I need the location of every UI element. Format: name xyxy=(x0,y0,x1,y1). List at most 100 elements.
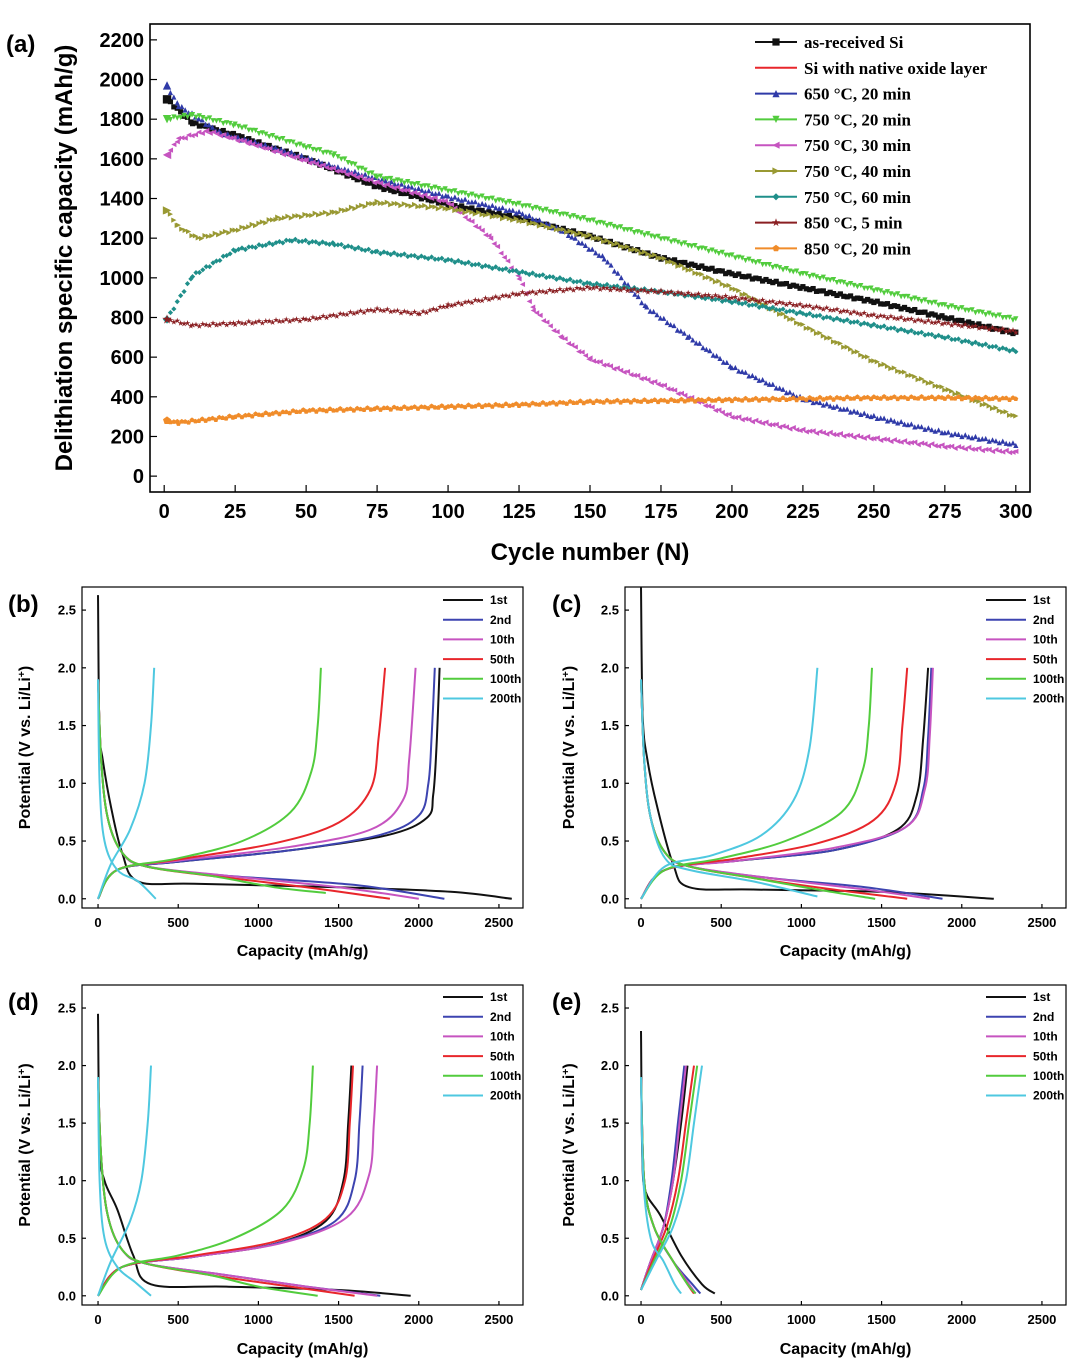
data-point xyxy=(739,301,745,307)
data-point xyxy=(326,211,332,217)
plot-area xyxy=(640,1030,716,1295)
data-point xyxy=(232,121,238,127)
data-point xyxy=(355,204,361,210)
legend-label: 10th xyxy=(1033,1030,1058,1044)
data-point xyxy=(783,309,790,315)
data-point xyxy=(348,204,355,210)
data-point xyxy=(622,280,628,286)
data-point xyxy=(367,306,374,313)
data-point xyxy=(929,379,935,386)
data-point xyxy=(650,308,657,315)
data-point xyxy=(192,418,198,424)
data-point xyxy=(577,216,583,222)
legend-label: 750 °C, 40 min xyxy=(804,162,911,181)
data-point xyxy=(993,343,999,350)
data-point xyxy=(442,258,448,264)
charge-curve xyxy=(97,667,322,900)
data-point xyxy=(187,323,194,329)
data-point xyxy=(509,290,516,297)
data-point xyxy=(661,382,667,388)
data-point xyxy=(972,322,979,329)
data-point xyxy=(769,298,776,304)
y-axis-title: Potential (V vs. Li/Li+) xyxy=(17,1063,35,1226)
data-point xyxy=(510,268,516,274)
data-point xyxy=(550,224,556,230)
data-point xyxy=(817,304,823,311)
data-point xyxy=(939,321,945,327)
data-point xyxy=(607,239,614,245)
data-point xyxy=(259,243,266,249)
data-point xyxy=(486,211,492,217)
data-point xyxy=(391,200,397,207)
data-point xyxy=(871,358,877,364)
data-point xyxy=(408,310,415,317)
data-point xyxy=(675,398,681,404)
data-point xyxy=(213,417,219,422)
data-point xyxy=(388,202,394,208)
data-point xyxy=(546,286,553,293)
data-point xyxy=(162,206,172,215)
data-point xyxy=(797,301,803,307)
data-point xyxy=(358,173,364,179)
data-point xyxy=(516,208,522,215)
data-point xyxy=(429,185,435,192)
data-point xyxy=(452,194,458,200)
data-point xyxy=(416,310,423,317)
x-tick-label: 250 xyxy=(857,501,890,523)
data-point xyxy=(837,406,843,412)
data-point xyxy=(547,323,553,329)
data-point xyxy=(357,307,364,314)
data-point xyxy=(429,195,435,202)
data-point xyxy=(831,397,836,402)
data-point xyxy=(577,398,583,404)
data-point xyxy=(326,161,332,167)
data-point xyxy=(465,298,472,305)
data-point xyxy=(851,308,857,315)
x-tick-label: 225 xyxy=(786,501,819,523)
data-point xyxy=(556,286,563,292)
data-point xyxy=(720,359,727,365)
data-point xyxy=(253,244,259,251)
data-point xyxy=(641,287,648,293)
data-point xyxy=(559,335,565,341)
data-point xyxy=(901,421,908,427)
data-point xyxy=(242,246,248,253)
data-point xyxy=(186,228,192,235)
data-point xyxy=(813,303,820,310)
data-point xyxy=(780,423,786,429)
data-point xyxy=(864,312,871,318)
data-point xyxy=(955,321,962,328)
data-point xyxy=(493,213,499,219)
data-point xyxy=(540,222,546,228)
data-point xyxy=(844,282,850,288)
data-point xyxy=(1007,397,1012,402)
data-point xyxy=(394,307,401,314)
data-point xyxy=(225,131,231,137)
data-point xyxy=(256,220,262,226)
data-point xyxy=(482,295,489,301)
legend-label: 50th xyxy=(1033,652,1058,666)
data-point xyxy=(604,223,610,229)
data-point xyxy=(716,396,722,401)
legend-label: 1st xyxy=(1033,593,1050,607)
data-point xyxy=(272,144,279,151)
data-point xyxy=(442,198,448,204)
data-point xyxy=(993,326,999,332)
data-point xyxy=(604,285,610,291)
data-point xyxy=(729,365,735,371)
data-point xyxy=(179,135,185,141)
data-point xyxy=(956,394,961,399)
data-point xyxy=(851,408,857,414)
data-point xyxy=(803,429,809,435)
data-point xyxy=(749,295,756,302)
discharge-curve xyxy=(97,595,512,900)
data-point xyxy=(419,187,425,193)
data-point xyxy=(722,292,729,299)
x-tick-label: 75 xyxy=(366,501,388,523)
data-point xyxy=(644,304,650,310)
data-point xyxy=(1006,412,1013,418)
data-point xyxy=(350,310,357,317)
data-point xyxy=(239,320,245,326)
data-point xyxy=(337,406,343,411)
data-point xyxy=(813,399,820,405)
